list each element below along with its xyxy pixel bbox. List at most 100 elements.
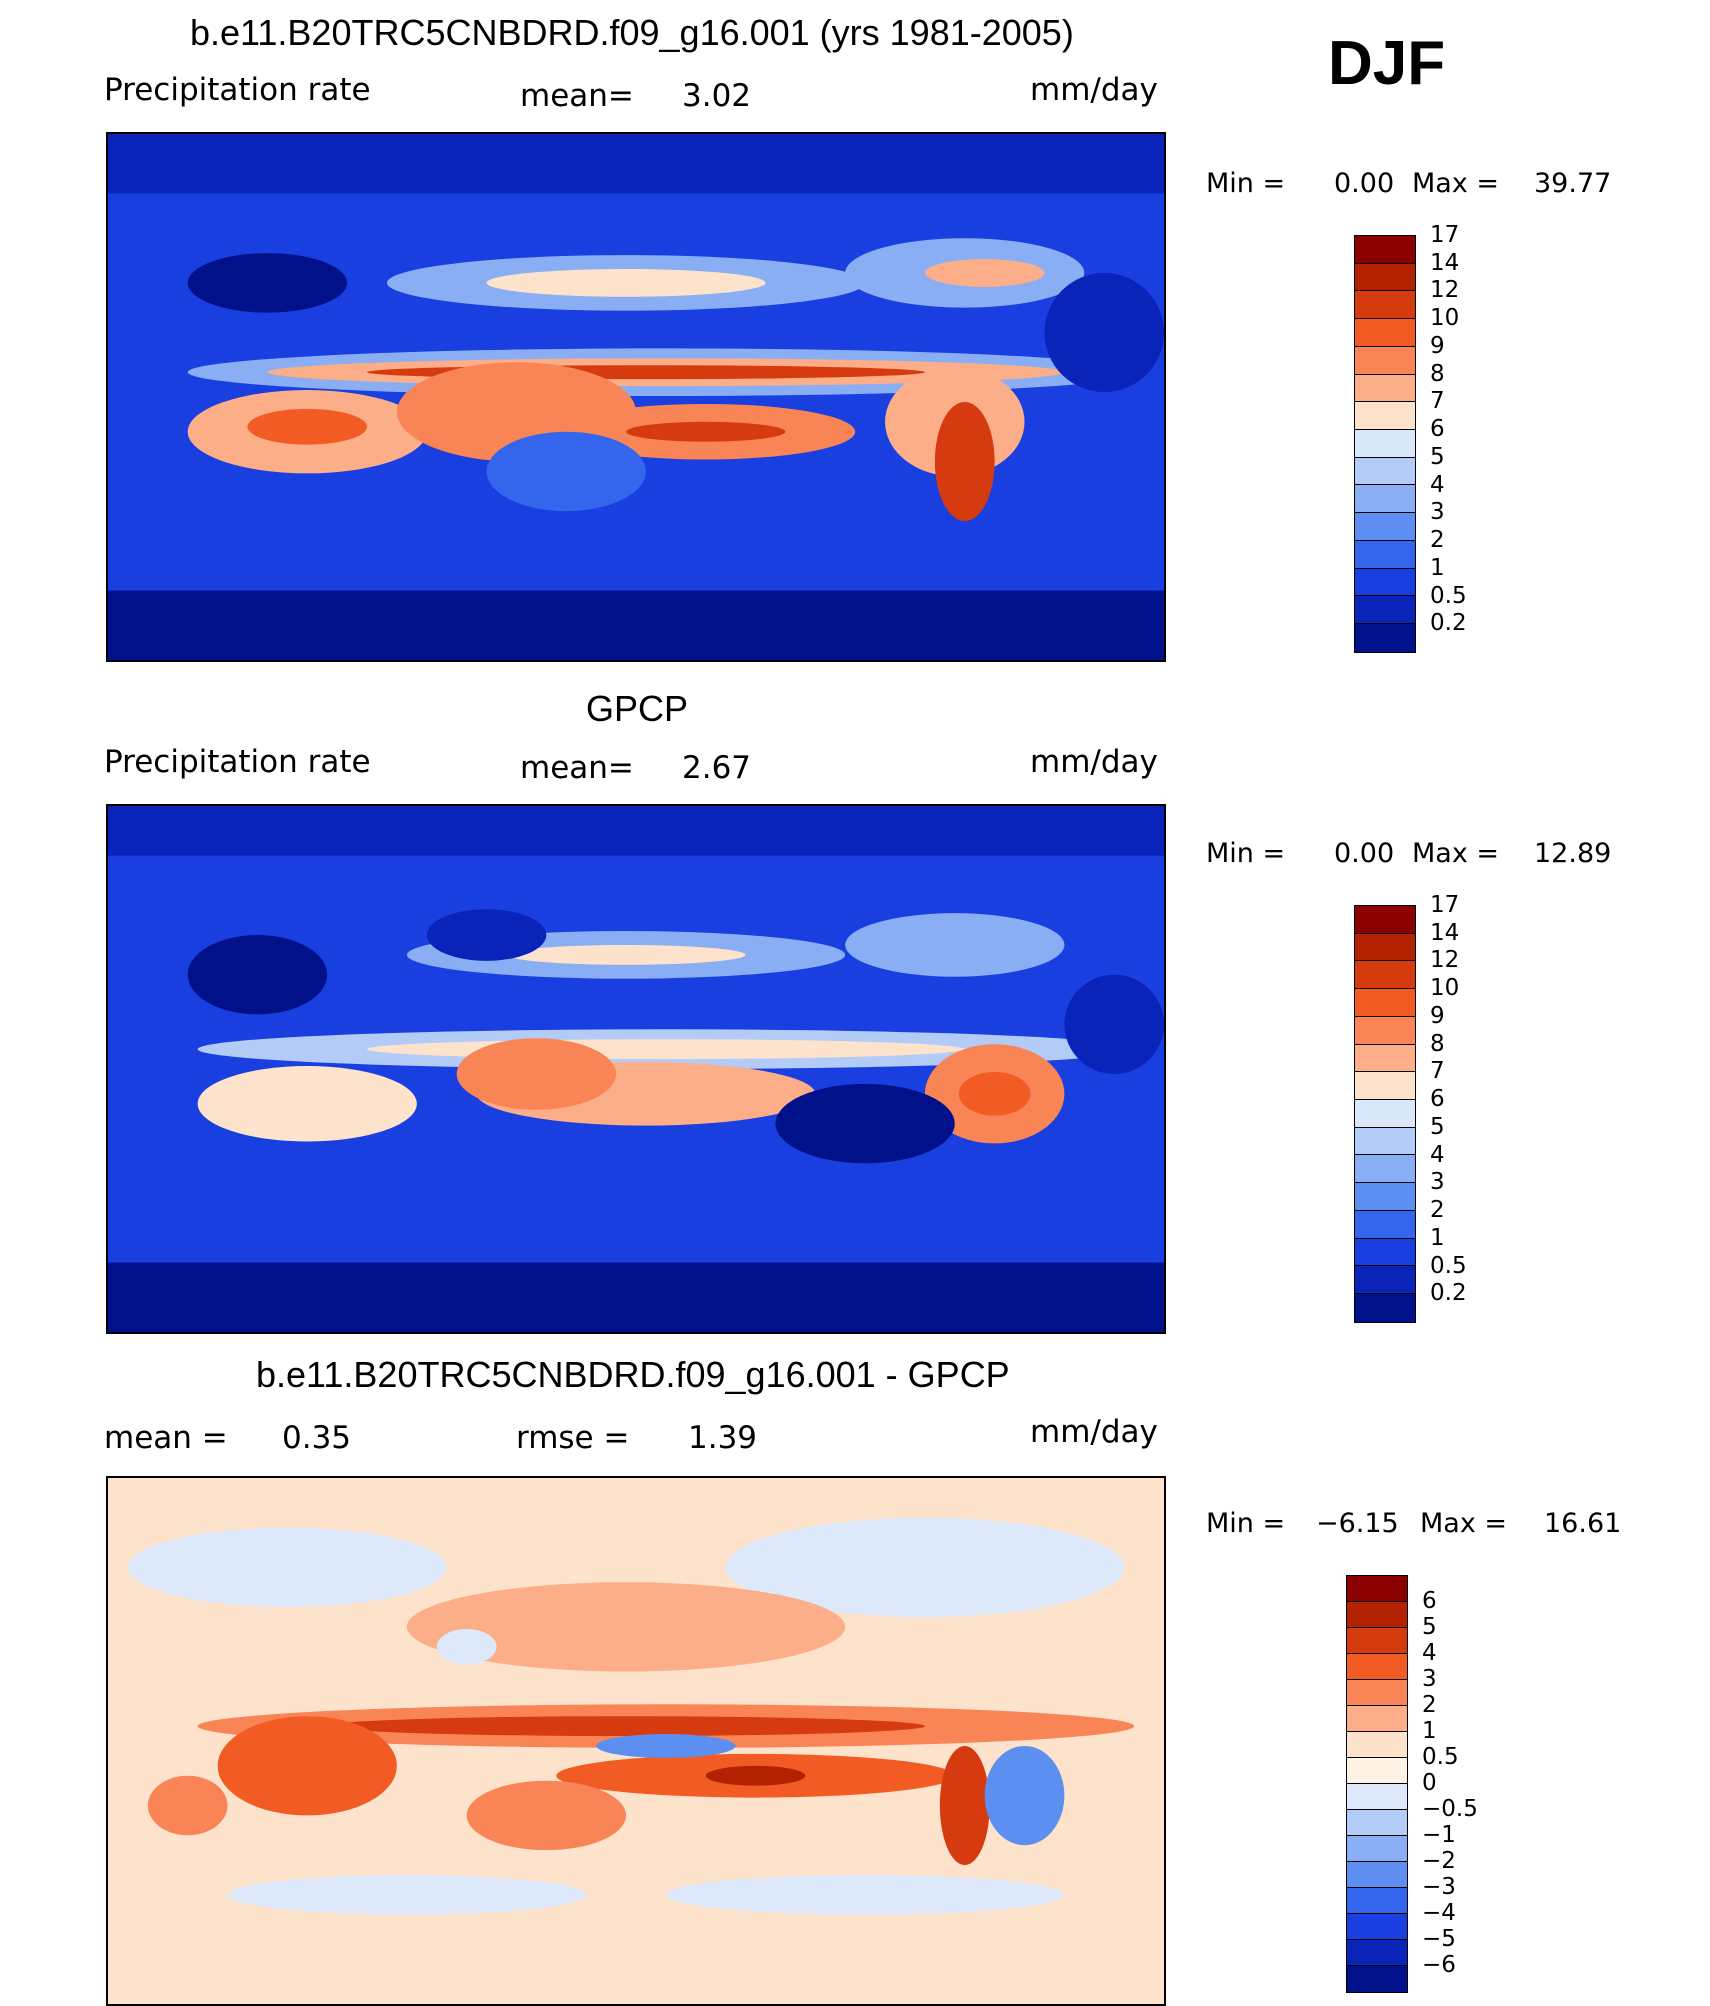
colorbar-tick-label: −5: [1422, 1926, 1456, 1952]
colorbar-tick-label: 2: [1430, 1197, 1445, 1224]
colorbar-tick-label: −3: [1422, 1874, 1456, 1900]
colorbar-swatch: [1355, 933, 1415, 962]
panel-3-rmse-value: 1.39: [688, 1420, 758, 1456]
colorbar-tick-label: 6: [1422, 1588, 1437, 1614]
colorbar-swatch: [1347, 1914, 1407, 1940]
colorbar-swatch: [1347, 1758, 1407, 1784]
colorbar-swatch: [1347, 1862, 1407, 1888]
colorbar-swatch: [1347, 1654, 1407, 1680]
colorbar-tick-label: 9: [1430, 332, 1445, 359]
panel-2-mean-label: mean=: [520, 750, 634, 786]
colorbar-tick-label: 10: [1430, 975, 1460, 1002]
colorbar-swatch: [1355, 346, 1415, 375]
colorbar-swatch: [1347, 1602, 1407, 1628]
panel-1-min-label: Min =: [1206, 168, 1286, 199]
colorbar-tick-label: 4: [1430, 471, 1445, 498]
panel-3-min-value: −6.15: [1316, 1508, 1399, 1539]
colorbar-swatch: [1355, 989, 1415, 1017]
colorbar-tick-label: 2: [1430, 527, 1445, 554]
panel-3-units: mm/day: [1030, 1414, 1158, 1450]
panel-3-min-label: Min =: [1206, 1508, 1286, 1539]
colorbar-tick-label: 7: [1430, 388, 1445, 415]
colorbar-tick-label: 1: [1430, 1224, 1445, 1251]
colorbar-swatch: [1347, 1836, 1407, 1862]
colorbar-swatch: [1355, 1044, 1415, 1073]
panel-2-colorbar: [1354, 905, 1416, 1323]
panel-1-max-value: 39.77: [1534, 168, 1612, 199]
colorbar-swatch: [1347, 1940, 1407, 1966]
colorbar-tick-label: 14: [1430, 919, 1460, 946]
colorbar-swatch: [1347, 1966, 1407, 1992]
colorbar-tick-label: 0.5: [1430, 1252, 1467, 1279]
colorbar-swatch: [1355, 1210, 1415, 1239]
colorbar-tick-label: 17: [1430, 892, 1460, 918]
colorbar-tick-label: 4: [1430, 1141, 1445, 1168]
colorbar-swatch: [1355, 1016, 1415, 1045]
colorbar-swatch: [1355, 1294, 1415, 1322]
colorbar-tick-label: 5: [1430, 1113, 1445, 1140]
panel-3-colorbar: [1346, 1575, 1408, 1993]
panel-2-map: [106, 804, 1166, 1334]
colorbar-swatch: [1347, 1888, 1407, 1914]
colorbar-swatch: [1347, 1706, 1407, 1732]
colorbar-swatch: [1355, 1183, 1415, 1211]
colorbar-tick-label: 12: [1430, 947, 1460, 974]
colorbar-tick-label: −2: [1422, 1848, 1456, 1874]
colorbar-tick-label: 5: [1430, 443, 1445, 470]
colorbar-tick-label: 3: [1430, 1169, 1445, 1196]
panel-2-title: GPCP: [586, 688, 689, 729]
colorbar-tick-label: 2: [1422, 1692, 1437, 1718]
colorbar-swatch: [1347, 1628, 1407, 1654]
panel-3-mean-label: mean =: [104, 1420, 228, 1456]
colorbar-tick-label: −0.5: [1422, 1796, 1478, 1822]
panel-1-units: mm/day: [1030, 72, 1158, 108]
colorbar-swatch: [1355, 374, 1415, 403]
colorbar-swatch: [1355, 1266, 1415, 1295]
panel-2-max-label: Max =: [1412, 838, 1500, 869]
panel-3-map: [106, 1476, 1166, 2006]
colorbar-swatch: [1355, 430, 1415, 458]
colorbar-swatch: [1355, 236, 1415, 264]
panel-1-mean-value: 3.02: [682, 78, 752, 114]
colorbar-tick-label: 1: [1422, 1718, 1437, 1744]
panel-2-field-label: Precipitation rate: [104, 744, 371, 780]
panel-3-mean-value: 0.35: [282, 1420, 352, 1456]
colorbar-swatch: [1355, 624, 1415, 652]
colorbar-swatch: [1355, 1072, 1415, 1101]
colorbar-tick-label: 12: [1430, 277, 1460, 304]
colorbar-swatch: [1347, 1784, 1407, 1810]
colorbar-swatch: [1347, 1810, 1407, 1836]
colorbar-tick-label: 3: [1422, 1666, 1437, 1692]
colorbar-tick-label: 7: [1430, 1058, 1445, 1085]
colorbar-swatch: [1355, 402, 1415, 431]
panel-1-field-label: Precipitation rate: [104, 72, 371, 108]
colorbar-tick-label: 10: [1430, 305, 1460, 332]
panel-2-min-value: 0.00: [1334, 838, 1395, 869]
colorbar-tick-label: 14: [1430, 249, 1460, 276]
colorbar-tick-label: 6: [1430, 1086, 1445, 1113]
colorbar-swatch: [1355, 319, 1415, 347]
panel-1-map: [106, 132, 1166, 662]
colorbar-tick-label: −1: [1422, 1822, 1456, 1848]
colorbar-swatch: [1355, 961, 1415, 990]
colorbar-swatch: [1355, 540, 1415, 569]
panel-1-max-label: Max =: [1412, 168, 1500, 199]
colorbar-tick-label: 17: [1430, 222, 1460, 248]
colorbar-tick-label: 0: [1422, 1770, 1437, 1796]
colorbar-swatch: [1355, 457, 1415, 486]
panel-3-max-value: 16.61: [1544, 1508, 1622, 1539]
colorbar-tick-label: 0.5: [1422, 1744, 1459, 1770]
colorbar-swatch: [1355, 1100, 1415, 1128]
colorbar-tick-label: 6: [1430, 416, 1445, 443]
panel-2-min-label: Min =: [1206, 838, 1286, 869]
colorbar-tick-label: 1: [1430, 554, 1445, 581]
colorbar-swatch: [1355, 513, 1415, 541]
colorbar-tick-label: 0.5: [1430, 582, 1467, 609]
panel-1-colorbar: [1354, 235, 1416, 653]
panel-1-min-value: 0.00: [1334, 168, 1395, 199]
colorbar-tick-label: 0.2: [1430, 610, 1467, 637]
colorbar-swatch: [1347, 1576, 1407, 1602]
colorbar-tick-label: 9: [1430, 1002, 1445, 1029]
colorbar-tick-label: 4: [1422, 1640, 1437, 1666]
colorbar-swatch: [1355, 906, 1415, 934]
